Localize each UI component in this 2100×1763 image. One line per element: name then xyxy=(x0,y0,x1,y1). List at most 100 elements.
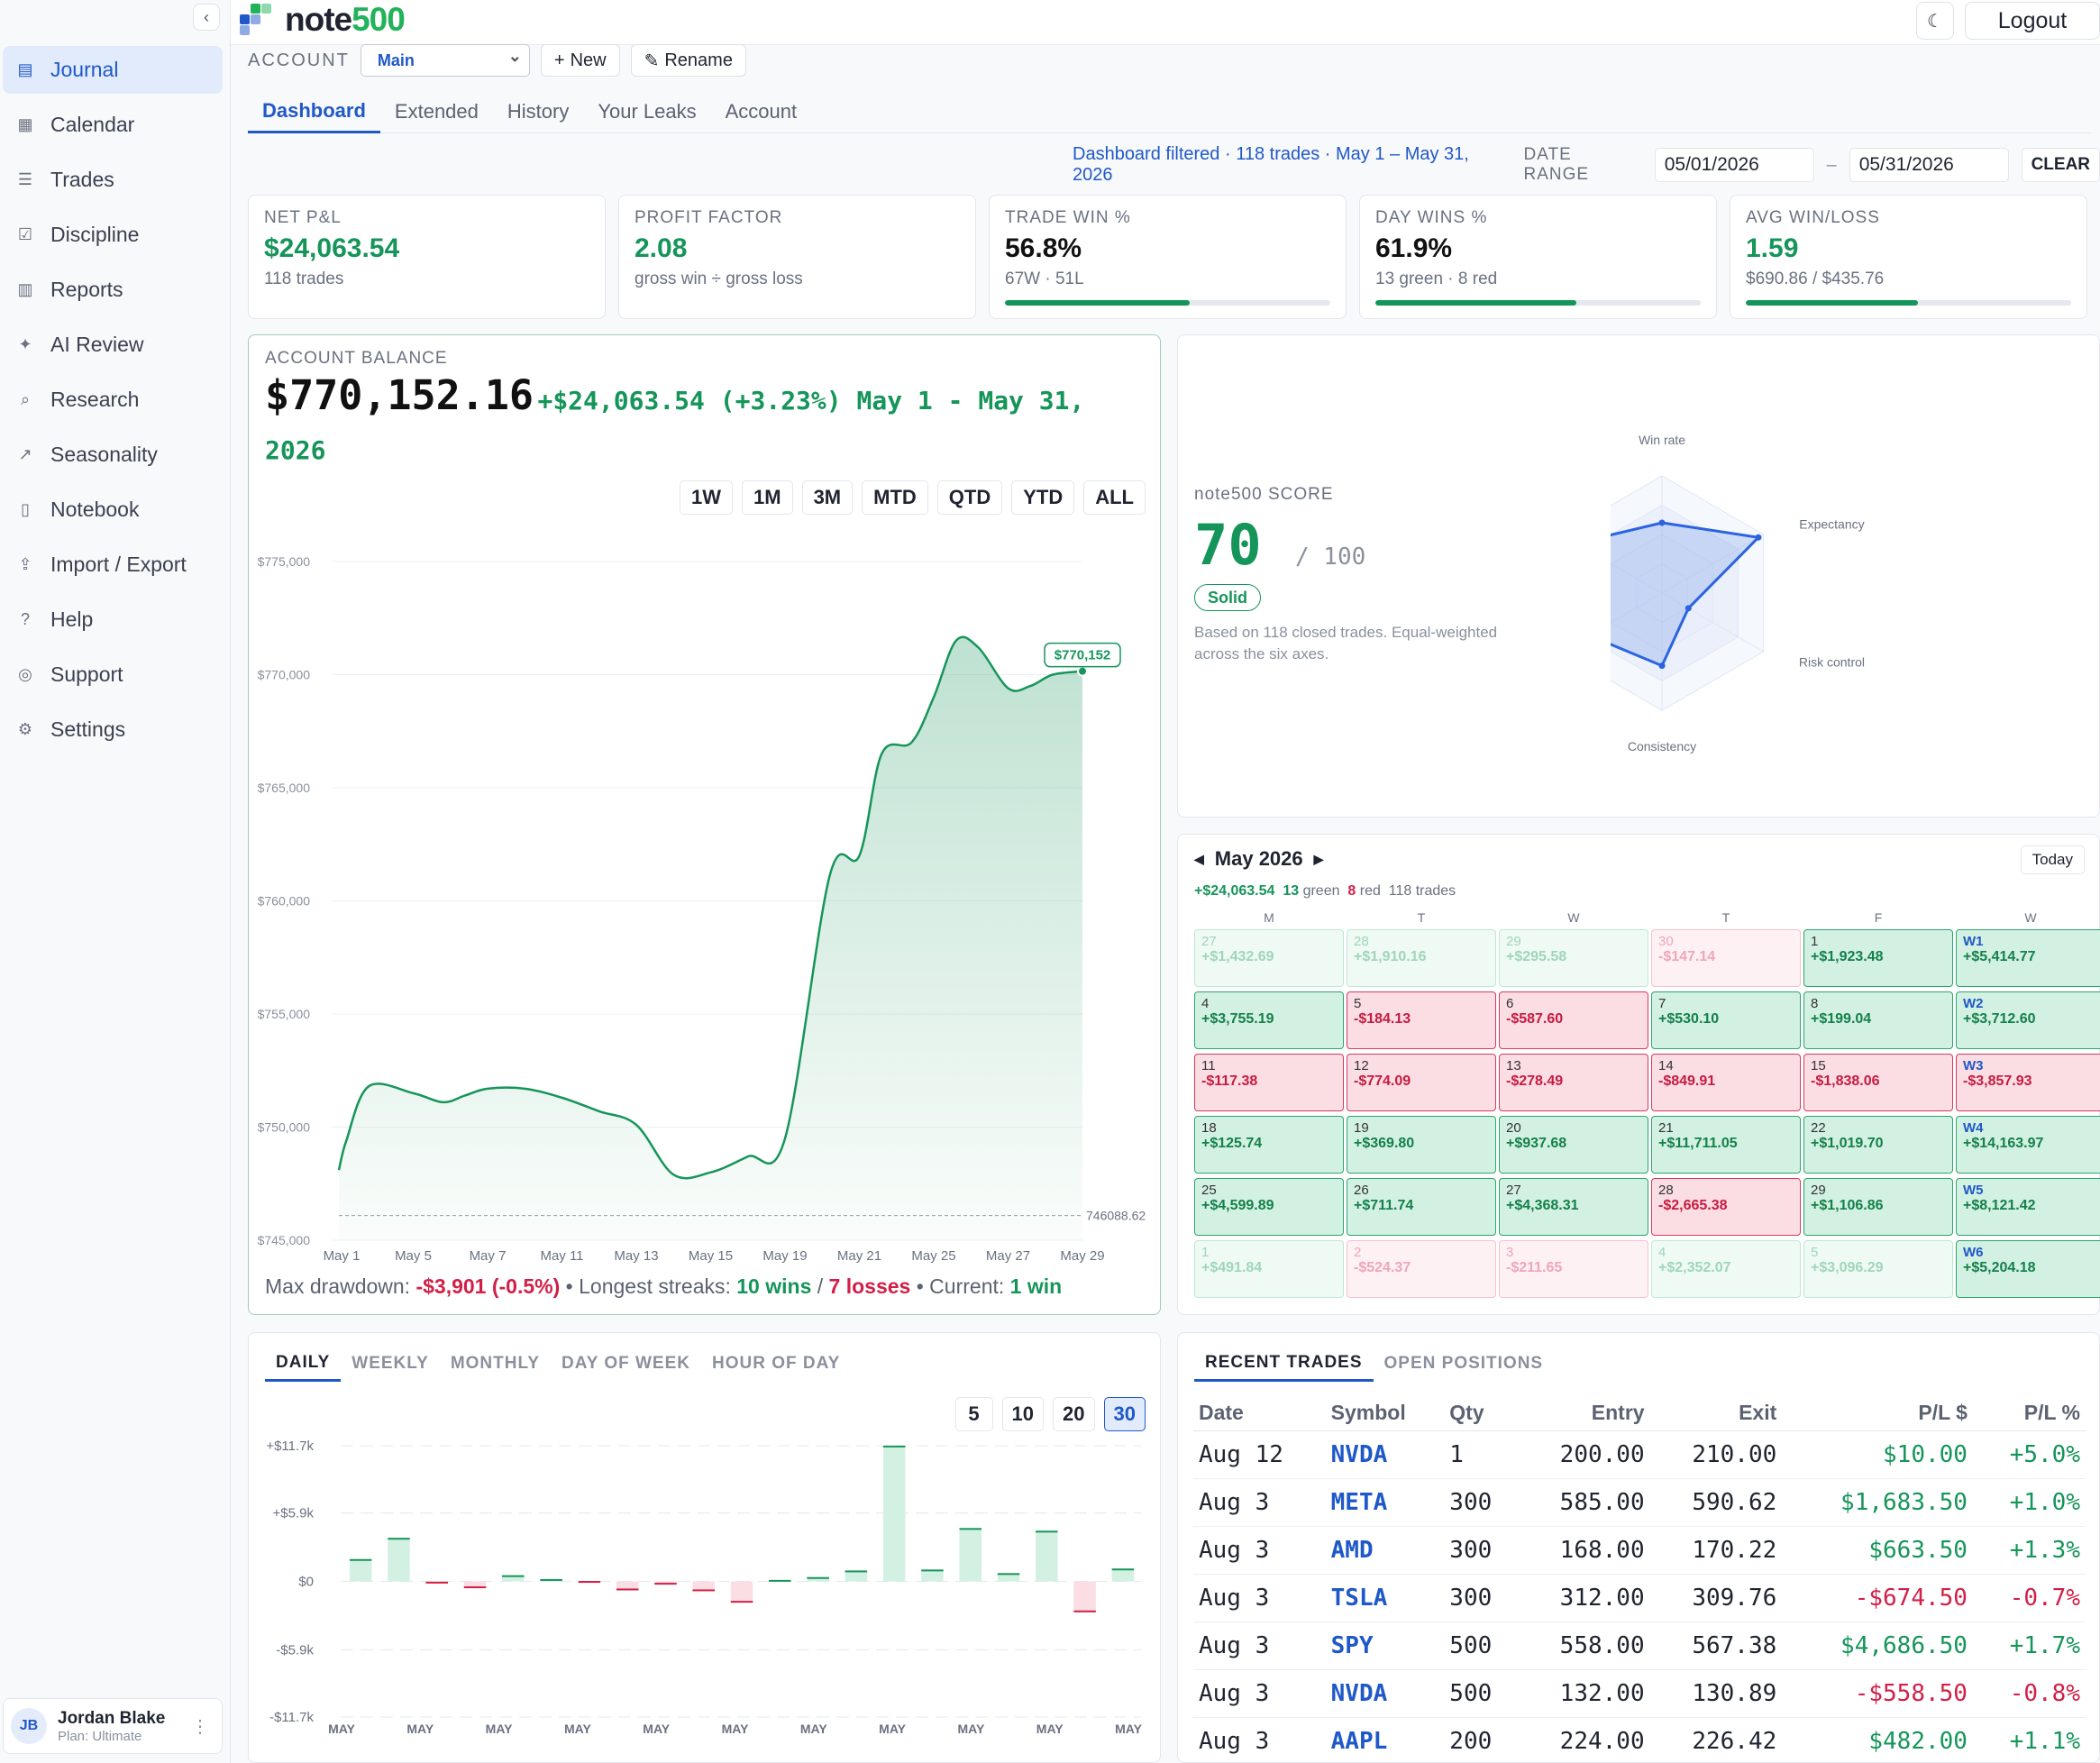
prev-month-icon[interactable]: ◀ xyxy=(1194,851,1204,866)
trades-tab-recent-trades[interactable]: RECENT TRADES xyxy=(1194,1346,1374,1382)
calendar-day-cell[interactable]: 3 -$211.65 xyxy=(1499,1240,1648,1298)
trades-tab-open-positions[interactable]: OPEN POSITIONS xyxy=(1383,1354,1544,1373)
next-month-icon[interactable]: ▶ xyxy=(1313,851,1324,866)
column-header[interactable]: Exit xyxy=(1649,1396,1783,1431)
range-button-qtd[interactable]: QTD xyxy=(936,480,1003,515)
sidebar-item-support[interactable]: ◎ Support xyxy=(3,651,223,699)
table-row[interactable]: Aug 3 TSLA 300 312.00 309.76 -$674.50 -0.7% xyxy=(1193,1574,2086,1622)
sidebar-item-reports[interactable]: ▥ Reports xyxy=(3,266,223,314)
new-account-button[interactable]: + New xyxy=(540,44,620,77)
column-header[interactable]: Qty xyxy=(1444,1396,1518,1431)
calendar-day-cell[interactable]: 15 -$1,838.06 xyxy=(1803,1054,1953,1111)
account-select[interactable]: Main xyxy=(360,44,530,77)
count-button-5[interactable]: 5 xyxy=(954,1397,993,1431)
sidebar-item-ai-review[interactable]: ✦ AI Review xyxy=(3,321,223,369)
column-header[interactable]: P/L $ xyxy=(1782,1396,1973,1431)
sidebar-item-settings[interactable]: ⚙ Settings xyxy=(3,706,223,754)
calendar-day-cell[interactable]: 28 -$2,665.38 xyxy=(1651,1178,1801,1236)
clear-date-button[interactable]: CLEAR xyxy=(2021,148,2100,182)
tab-account[interactable]: Account xyxy=(725,100,798,123)
range-button-all[interactable]: ALL xyxy=(1083,480,1146,515)
today-button[interactable]: Today xyxy=(2020,845,2085,874)
calendar-day-cell[interactable]: 5 +$3,096.29 xyxy=(1803,1240,1953,1298)
calendar-day-cell[interactable]: 1 +$491.84 xyxy=(1194,1240,1344,1298)
calendar-day-cell[interactable]: 7 +$530.10 xyxy=(1651,991,1801,1049)
calendar-day-cell[interactable]: 26 +$711.74 xyxy=(1347,1178,1496,1236)
count-button-20[interactable]: 20 xyxy=(1053,1397,1095,1431)
table-row[interactable]: Aug 3 NVDA 500 132.00 130.89 -$558.50 -0.8% xyxy=(1193,1669,2086,1718)
calendar-day-cell[interactable]: 12 -$774.09 xyxy=(1347,1054,1496,1111)
calendar-day-cell[interactable]: 29 +$1,106.86 xyxy=(1803,1178,1953,1236)
table-row[interactable]: Aug 12 NVDA 1 200.00 210.00 $10.00 +5.0% xyxy=(1193,1430,2086,1479)
period-tab-daily[interactable]: DAILY xyxy=(265,1346,342,1382)
table-row[interactable]: Aug 3 META 300 585.00 590.62 $1,683.50 +1.0% xyxy=(1193,1478,2086,1527)
collapse-sidebar-button[interactable]: ‹ xyxy=(193,4,220,31)
count-button-30[interactable]: 30 xyxy=(1103,1397,1146,1431)
range-button-ytd[interactable]: YTD xyxy=(1011,480,1075,515)
sidebar-item-notebook[interactable]: ▯ Notebook xyxy=(3,486,223,534)
start-date-input[interactable]: 05/01/2026 xyxy=(1654,148,1814,182)
range-button-1m[interactable]: 1M xyxy=(742,480,793,515)
week-total-cell[interactable]: W2 +$3,712.60 xyxy=(1956,991,2100,1049)
calendar-day-cell[interactable]: 8 +$199.04 xyxy=(1803,991,1953,1049)
logo[interactable]: note500 xyxy=(240,0,406,40)
logout-button[interactable]: Logout xyxy=(1965,2,2100,40)
rename-account-button[interactable]: ✎ Rename xyxy=(630,44,746,77)
calendar-day-cell[interactable]: 14 -$849.91 xyxy=(1651,1054,1801,1111)
column-header[interactable]: Symbol xyxy=(1325,1396,1445,1431)
table-row[interactable]: Aug 3 AAPL 200 224.00 226.42 $482.00 +1.1% xyxy=(1193,1717,2086,1763)
column-header[interactable]: Date xyxy=(1193,1396,1326,1431)
calendar-day-cell[interactable]: 21 +$11,711.05 xyxy=(1651,1116,1801,1174)
calendar-day-cell[interactable]: 11 -$117.38 xyxy=(1194,1054,1344,1111)
cell-symbol[interactable]: AAPL xyxy=(1325,1717,1445,1763)
calendar-day-cell[interactable]: 6 -$587.60 xyxy=(1499,991,1648,1049)
sidebar-item-journal[interactable]: ▤ Journal xyxy=(3,46,223,94)
cell-symbol[interactable]: AMD xyxy=(1325,1526,1445,1575)
calendar-day-cell[interactable]: 29 +$295.58 xyxy=(1499,929,1648,987)
tab-your-leaks[interactable]: Your Leaks xyxy=(598,100,697,123)
calendar-day-cell[interactable]: 30 -$147.14 xyxy=(1651,929,1801,987)
tab-dashboard[interactable]: Dashboard xyxy=(248,90,380,133)
week-total-cell[interactable]: W3 -$3,857.93 xyxy=(1956,1054,2100,1111)
theme-toggle-button[interactable]: ☾ xyxy=(1916,2,1954,40)
sidebar-item-research[interactable]: ⌕ Research xyxy=(3,376,223,424)
week-total-cell[interactable]: W1 +$5,414.77 xyxy=(1956,929,2100,987)
table-row[interactable]: Aug 3 SPY 500 558.00 567.38 $4,686.50 +1.7% xyxy=(1193,1621,2086,1670)
column-header[interactable]: P/L % xyxy=(1972,1396,2086,1431)
cell-symbol[interactable]: NVDA xyxy=(1325,1430,1445,1479)
sidebar-item-trades[interactable]: ☰ Trades xyxy=(3,156,223,204)
calendar-day-cell[interactable]: 25 +$4,599.89 xyxy=(1194,1178,1344,1236)
calendar-day-cell[interactable]: 13 -$278.49 xyxy=(1499,1054,1648,1111)
cell-symbol[interactable]: NVDA xyxy=(1325,1669,1445,1718)
tab-extended[interactable]: Extended xyxy=(394,100,479,123)
calendar-day-cell[interactable]: 4 +$3,755.19 xyxy=(1194,991,1344,1049)
sidebar-item-import-export[interactable]: ⇪ Import / Export xyxy=(3,541,223,589)
period-tab-day-of-week[interactable]: DAY OF WEEK xyxy=(562,1354,690,1373)
calendar-day-cell[interactable]: 20 +$937.68 xyxy=(1499,1116,1648,1174)
tab-history[interactable]: History xyxy=(507,100,570,123)
calendar-day-cell[interactable]: 27 +$1,432.69 xyxy=(1194,929,1344,987)
sidebar-item-help[interactable]: ? Help xyxy=(3,596,223,644)
cell-symbol[interactable]: TSLA xyxy=(1325,1574,1445,1622)
table-row[interactable]: Aug 3 AMD 300 168.00 170.22 $663.50 +1.3% xyxy=(1193,1526,2086,1575)
sidebar-item-discipline[interactable]: ☑ Discipline xyxy=(3,211,223,259)
cell-symbol[interactable]: SPY xyxy=(1325,1621,1445,1670)
end-date-input[interactable]: 05/31/2026 xyxy=(1849,148,2009,182)
period-tab-weekly[interactable]: WEEKLY xyxy=(352,1354,429,1373)
calendar-day-cell[interactable]: 1 +$1,923.48 xyxy=(1803,929,1953,987)
week-total-cell[interactable]: W4 +$14,163.97 xyxy=(1956,1116,2100,1174)
calendar-day-cell[interactable]: 19 +$369.80 xyxy=(1347,1116,1496,1174)
week-total-cell[interactable]: W6 +$5,204.18 xyxy=(1956,1240,2100,1298)
column-header[interactable]: Entry xyxy=(1517,1396,1650,1431)
calendar-day-cell[interactable]: 5 -$184.13 xyxy=(1347,991,1496,1049)
calendar-day-cell[interactable]: 18 +$125.74 xyxy=(1194,1116,1344,1174)
sidebar-item-seasonality[interactable]: ↗ Seasonality xyxy=(3,431,223,479)
range-button-1w[interactable]: 1W xyxy=(680,480,733,515)
calendar-day-cell[interactable]: 28 +$1,910.16 xyxy=(1347,929,1496,987)
sidebar-item-calendar[interactable]: ▦ Calendar xyxy=(3,101,223,149)
calendar-day-cell[interactable]: 4 +$2,352.07 xyxy=(1651,1240,1801,1298)
range-button-mtd[interactable]: MTD xyxy=(862,480,928,515)
calendar-day-cell[interactable]: 27 +$4,368.31 xyxy=(1499,1178,1648,1236)
period-tab-hour-of-day[interactable]: HOUR OF DAY xyxy=(712,1354,841,1373)
calendar-day-cell[interactable]: 22 +$1,019.70 xyxy=(1803,1116,1953,1174)
